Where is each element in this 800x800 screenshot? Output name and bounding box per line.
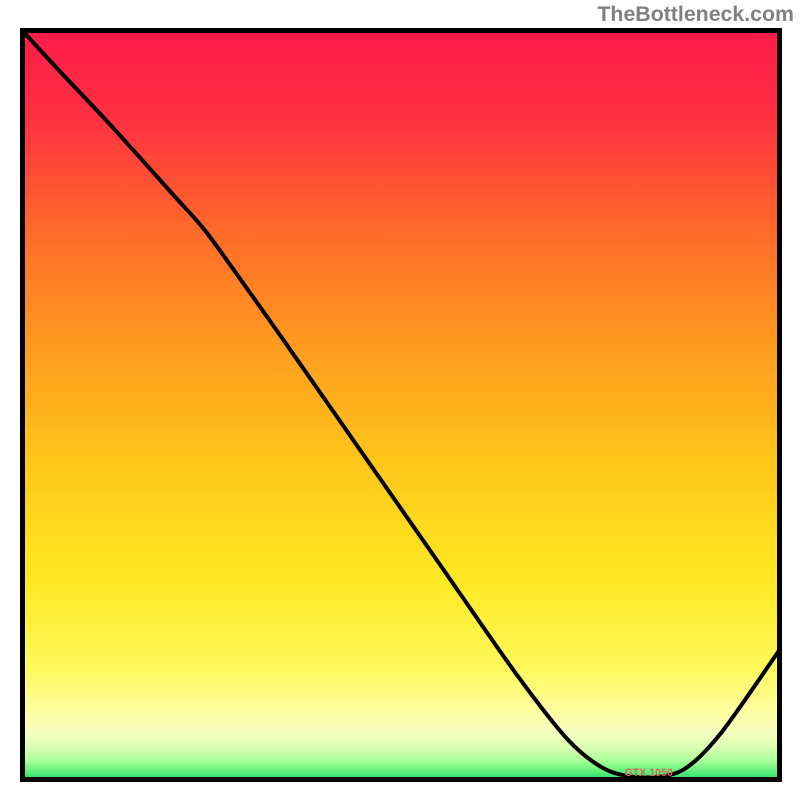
heat-gradient-background <box>20 28 782 782</box>
plot-area: GTX 1050 <box>20 28 782 782</box>
minimum-marker-label: GTX 1050 <box>624 767 673 779</box>
watermark-text: TheBottleneck.com <box>597 2 794 27</box>
